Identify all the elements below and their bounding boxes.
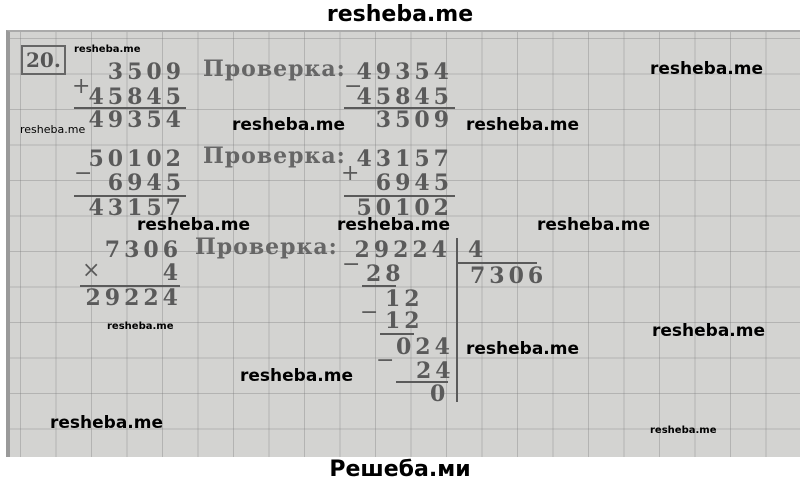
ex2-b: 6945 — [107, 170, 185, 196]
watermark: resheba.me — [652, 321, 766, 341]
watermark: resheba.me — [466, 339, 580, 359]
ex2-line — [74, 195, 186, 197]
ex1-check-a: 49354 — [356, 59, 453, 85]
ex2-check-b: 6945 — [375, 170, 453, 196]
division-dividend: 29224 — [354, 237, 451, 263]
ex2-check-op: + — [341, 161, 360, 186]
check-label-2: Проверка: — [203, 143, 346, 169]
watermark: resheba.me — [240, 366, 354, 386]
header-watermark: resheba.me — [326, 2, 474, 27]
division-step: 28 — [366, 261, 405, 287]
division-minus: − — [342, 252, 361, 277]
watermark: resheba.me — [650, 59, 764, 79]
division-quotient: 7306 — [470, 263, 548, 289]
watermark: resheba.me — [650, 425, 717, 436]
division-step-line — [396, 381, 448, 383]
check-label-3: Проверка: — [195, 234, 338, 260]
division-step: 12 — [385, 286, 424, 312]
ex1-a: 3509 — [107, 59, 185, 85]
division-step: 024 — [396, 334, 454, 360]
ex1-result: 49354 — [88, 107, 185, 133]
watermark: resheba.me — [107, 321, 174, 332]
ex1-b: 45845 — [88, 84, 185, 110]
watermark: resheba.me — [232, 115, 346, 135]
watermark: resheba.me — [50, 413, 164, 433]
notebook-grid — [6, 30, 800, 457]
ex1-check-line — [344, 107, 455, 109]
ex2-result: 43157 — [88, 195, 185, 221]
ex3-a: 7306 — [104, 237, 182, 263]
division-minus: − — [376, 348, 395, 373]
ex1-check-b: 45845 — [356, 84, 453, 110]
division-step-line — [362, 285, 396, 287]
ex1-line — [74, 107, 186, 109]
ex3-line — [80, 285, 180, 287]
ex3-result: 29224 — [85, 285, 182, 311]
division-remainder: 0 — [430, 381, 450, 407]
check-label-1: Проверка: — [203, 56, 346, 82]
ex2-check-line — [344, 195, 455, 197]
division-step: 12 — [385, 308, 424, 334]
ex2-a: 50102 — [88, 146, 185, 172]
ex3-b: 4 — [162, 260, 182, 286]
ex2-check-result: 50102 — [356, 195, 453, 221]
ex1-check-result: 3509 — [375, 107, 453, 133]
watermark: resheba.me — [137, 215, 251, 235]
division-step: 24 — [416, 358, 455, 384]
division-horizontal-line — [457, 262, 537, 264]
ex1-check-op: − — [344, 74, 363, 99]
ex2-op: − — [74, 161, 93, 186]
division-vertical-line — [456, 238, 458, 402]
ex3-op: × — [82, 258, 101, 283]
watermark: resheba.me — [337, 215, 451, 235]
watermark: resheba.me — [74, 44, 141, 55]
ex1-op: + — [72, 74, 91, 99]
division-minus: − — [360, 300, 379, 325]
footer-watermark: Решеба.ми — [329, 457, 471, 482]
exercise-number: 20. — [21, 45, 66, 75]
watermark: resheba.me — [537, 215, 651, 235]
watermark: resheba.me — [20, 123, 86, 136]
ex2-check-a: 43157 — [356, 146, 453, 172]
division-divisor: 4 — [468, 237, 488, 263]
watermark: resheba.me — [466, 115, 580, 135]
division-step-line — [380, 333, 414, 335]
